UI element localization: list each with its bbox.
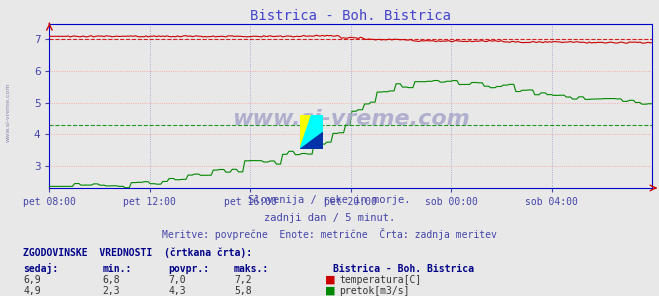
Polygon shape	[300, 132, 323, 149]
Text: 6,9: 6,9	[23, 275, 41, 285]
Text: temperatura[C]: temperatura[C]	[339, 275, 422, 285]
Text: 5,8: 5,8	[234, 286, 252, 296]
Text: sedaj:: sedaj:	[23, 263, 58, 274]
Text: min.:: min.:	[102, 264, 132, 274]
Text: 2,3: 2,3	[102, 286, 120, 296]
Text: Bistrica - Boh. Bistrica: Bistrica - Boh. Bistrica	[333, 264, 474, 274]
Text: maks.:: maks.:	[234, 264, 269, 274]
Text: www.si-vreme.com: www.si-vreme.com	[5, 83, 11, 142]
Title: Bistrica - Boh. Bistrica: Bistrica - Boh. Bistrica	[250, 9, 451, 22]
Polygon shape	[300, 115, 312, 149]
Text: ZGODOVINSKE  VREDNOSTI  (črtkana črta):: ZGODOVINSKE VREDNOSTI (črtkana črta):	[23, 247, 252, 258]
Polygon shape	[300, 115, 323, 149]
Text: zadnji dan / 5 minut.: zadnji dan / 5 minut.	[264, 213, 395, 223]
Text: 4,3: 4,3	[168, 286, 186, 296]
Text: 6,8: 6,8	[102, 275, 120, 285]
Text: Slovenija / reke in morje.: Slovenija / reke in morje.	[248, 195, 411, 205]
Text: Meritve: povprečne  Enote: metrične  Črta: zadnja meritev: Meritve: povprečne Enote: metrične Črta:…	[162, 228, 497, 240]
Text: ■: ■	[325, 286, 335, 296]
Text: 7,0: 7,0	[168, 275, 186, 285]
Text: www.si-vreme.com: www.si-vreme.com	[232, 109, 470, 129]
Text: 7,2: 7,2	[234, 275, 252, 285]
Text: 4,9: 4,9	[23, 286, 41, 296]
Text: pretok[m3/s]: pretok[m3/s]	[339, 286, 410, 296]
Text: povpr.:: povpr.:	[168, 264, 209, 274]
Text: ■: ■	[325, 275, 335, 285]
